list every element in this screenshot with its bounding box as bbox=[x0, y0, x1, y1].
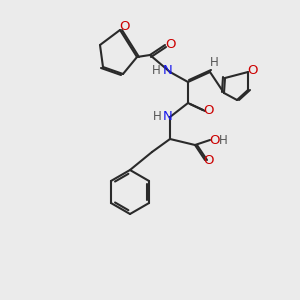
Text: O: O bbox=[119, 20, 129, 34]
Text: O: O bbox=[209, 134, 219, 146]
Text: O: O bbox=[248, 64, 258, 77]
Text: O: O bbox=[203, 103, 213, 116]
Text: N: N bbox=[163, 110, 173, 124]
Text: O: O bbox=[165, 38, 175, 52]
Text: N: N bbox=[163, 64, 173, 76]
Text: H: H bbox=[153, 110, 161, 124]
Text: H: H bbox=[219, 134, 227, 148]
Text: H: H bbox=[152, 64, 160, 76]
Text: H: H bbox=[210, 56, 218, 68]
Text: O: O bbox=[204, 154, 214, 166]
